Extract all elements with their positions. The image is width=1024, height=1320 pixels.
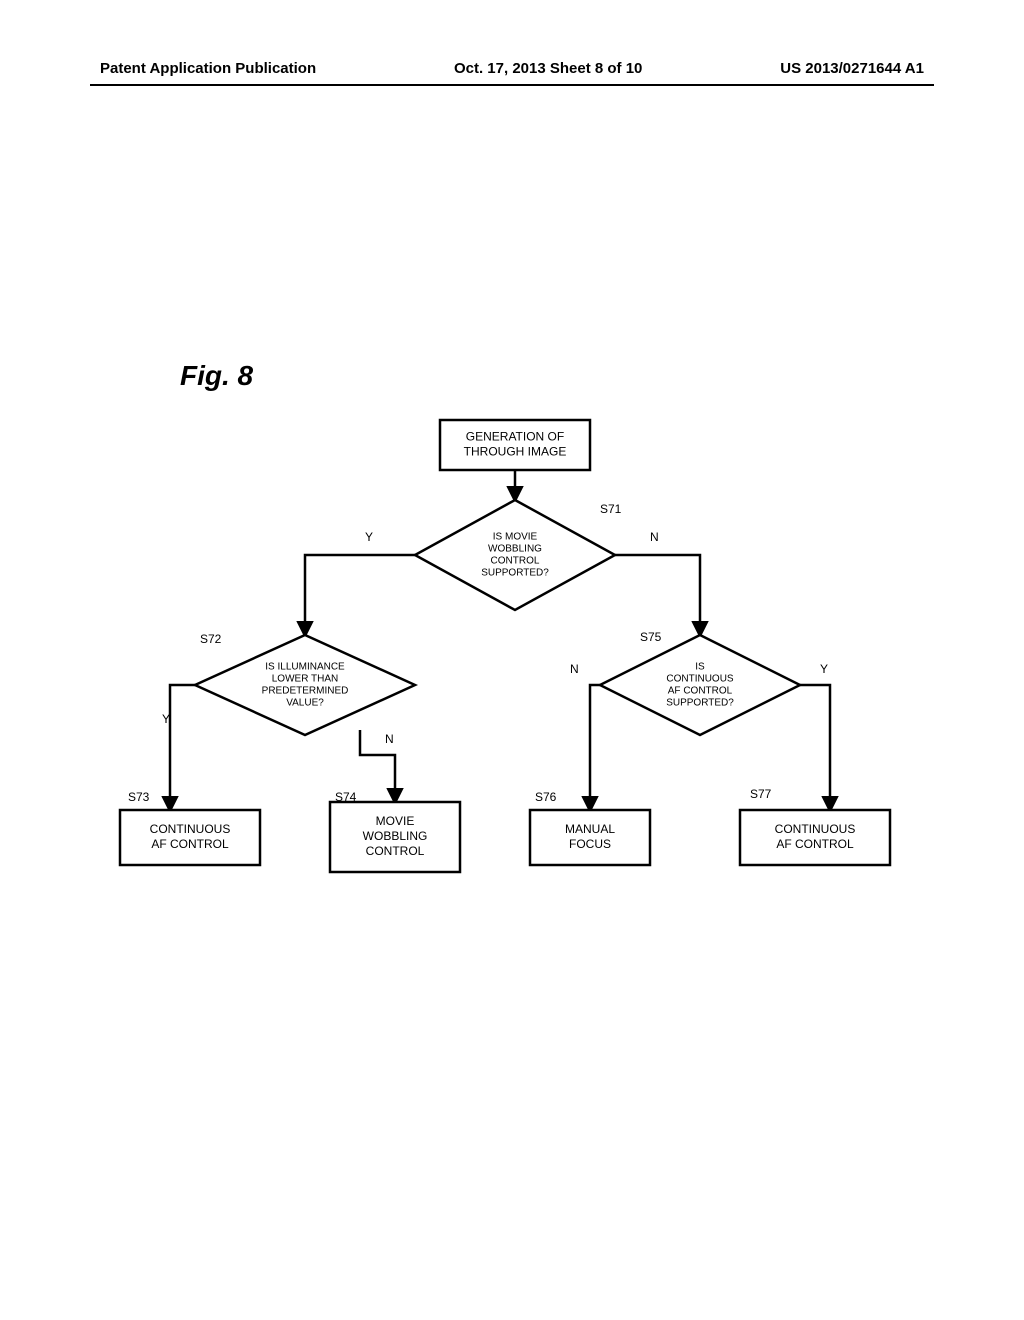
flow-label: S76 [535, 790, 557, 804]
edge [170, 685, 195, 810]
flowchart-diagram: GENERATION OFTHROUGH IMAGEIS MOVIEWOBBLI… [110, 410, 910, 890]
flow-label: N [570, 662, 579, 676]
edge [305, 555, 415, 635]
decision-text: WOBBLING [488, 544, 542, 555]
decision-text: AF CONTROL [668, 686, 733, 697]
decision-text: IS [695, 662, 705, 673]
box-text: MANUAL [565, 822, 615, 836]
decision-text: PREDETERMINED [262, 686, 349, 697]
decision-text: SUPPORTED? [666, 698, 734, 709]
box-text: CONTINUOUS [775, 822, 856, 836]
decision-text: SUPPORTED? [481, 568, 549, 579]
flow-label: N [385, 732, 394, 746]
box-text: CONTROL [366, 844, 425, 858]
edge [590, 685, 600, 810]
header-left: Patent Application Publication [100, 60, 316, 77]
header-right: US 2013/0271644 A1 [780, 60, 924, 77]
header-divider [90, 84, 934, 86]
edge [800, 685, 830, 810]
decision-text: LOWER THAN [272, 674, 339, 685]
flow-label: Y [365, 530, 373, 544]
flow-label: Y [162, 712, 170, 726]
decision-text: CONTROL [491, 556, 540, 567]
decision-text: IS MOVIE [493, 532, 538, 543]
header-center: Oct. 17, 2013 Sheet 8 of 10 [454, 60, 642, 77]
decision-text: IS ILLUMINANCE [265, 662, 345, 673]
decision-text: CONTINUOUS [666, 674, 734, 685]
flow-label: S72 [200, 632, 222, 646]
box-text: MOVIE [376, 814, 415, 828]
figure-label: Fig. 8 [180, 360, 253, 392]
flow-label: S75 [640, 630, 662, 644]
box-text: THROUGH IMAGE [464, 445, 567, 459]
box-text: CONTINUOUS [150, 822, 231, 836]
edge [615, 555, 700, 635]
box-text: AF CONTROL [776, 837, 854, 851]
flow-label: N [650, 530, 659, 544]
flow-label: S73 [128, 790, 150, 804]
decision-text: VALUE? [286, 698, 324, 709]
box-text: AF CONTROL [151, 837, 229, 851]
flow-label: S77 [750, 787, 772, 801]
box-text: GENERATION OF [466, 430, 564, 444]
flow-label: Y [820, 662, 828, 676]
box-text: WOBBLING [363, 829, 428, 843]
box-text: FOCUS [569, 837, 611, 851]
flow-label: S74 [335, 790, 357, 804]
flow-label: S71 [600, 502, 622, 516]
